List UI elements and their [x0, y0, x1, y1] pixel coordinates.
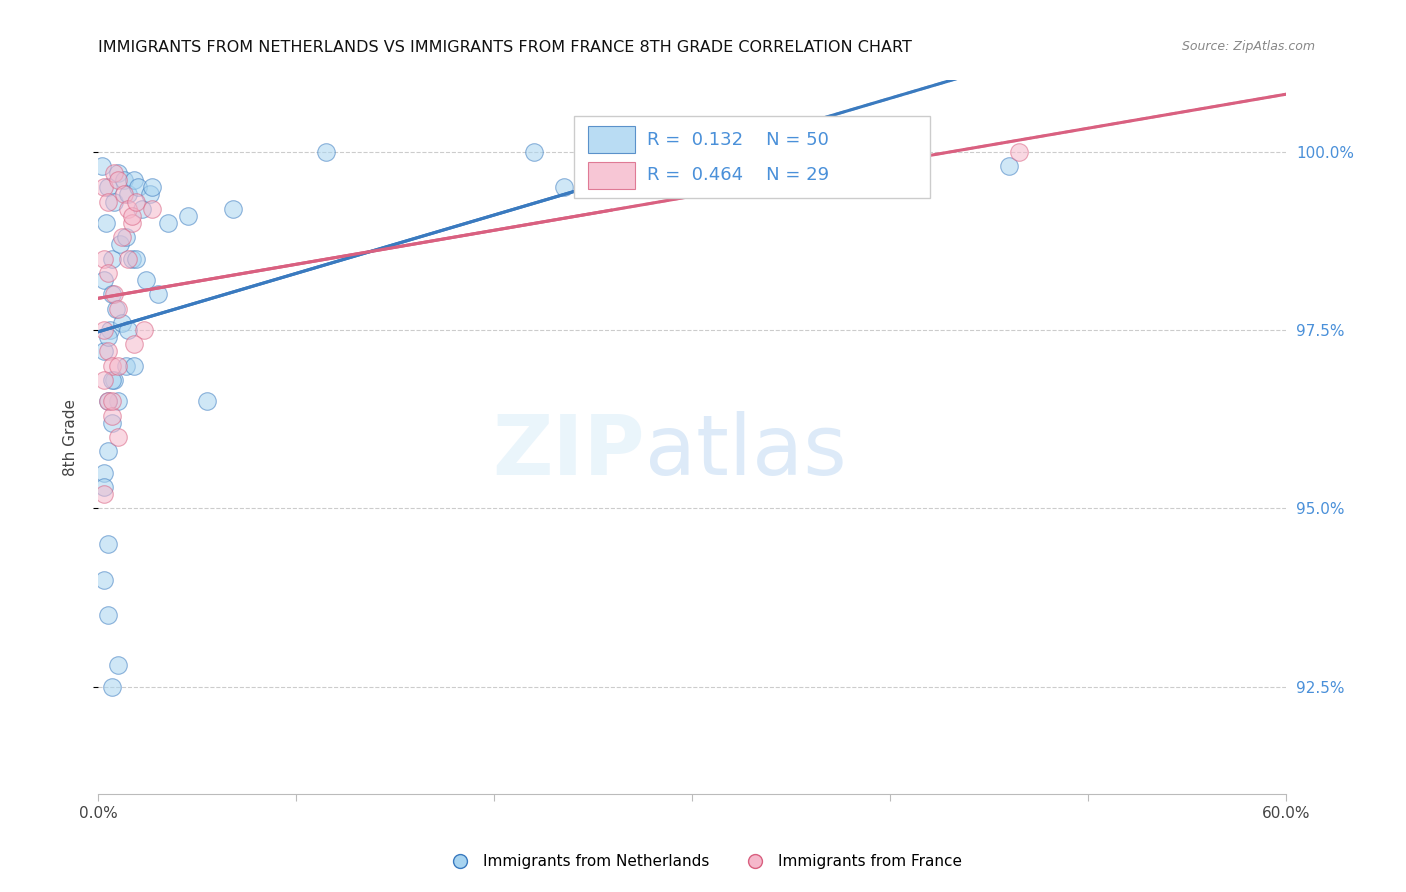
Point	[107, 166, 129, 180]
Text: ZIP: ZIP	[492, 411, 645, 491]
FancyBboxPatch shape	[588, 161, 636, 189]
Point	[101, 359, 124, 373]
Point	[107, 430, 129, 444]
Point	[122, 359, 145, 373]
Point	[107, 359, 129, 373]
Point	[107, 658, 129, 673]
Point	[93, 480, 115, 494]
Point	[135, 273, 157, 287]
Point	[107, 394, 129, 409]
Point	[93, 373, 115, 387]
Point	[93, 344, 115, 359]
Point	[97, 344, 120, 359]
Point	[97, 608, 120, 623]
Legend: Immigrants from Netherlands, Immigrants from France: Immigrants from Netherlands, Immigrants …	[439, 848, 967, 875]
Point	[523, 145, 546, 159]
Point	[117, 187, 139, 202]
Point	[93, 573, 115, 587]
Point	[103, 194, 125, 209]
Point	[156, 216, 179, 230]
Point	[97, 266, 120, 280]
Point	[122, 337, 145, 351]
Point	[107, 301, 129, 316]
Point	[93, 323, 115, 337]
Point	[101, 287, 124, 301]
Point	[141, 180, 163, 194]
Point	[103, 287, 125, 301]
Point	[108, 237, 131, 252]
Text: R =  0.132    N = 50: R = 0.132 N = 50	[647, 130, 830, 148]
Point	[96, 216, 118, 230]
Point	[97, 330, 120, 344]
Point	[101, 394, 124, 409]
Point	[139, 187, 162, 202]
Point	[103, 373, 125, 387]
Point	[111, 316, 134, 330]
Point	[101, 680, 124, 694]
Point	[553, 180, 575, 194]
Point	[93, 273, 115, 287]
Point	[121, 216, 143, 230]
Point	[97, 394, 120, 409]
Point	[141, 202, 163, 216]
Point	[97, 194, 120, 209]
FancyBboxPatch shape	[574, 116, 931, 198]
Text: atlas: atlas	[645, 411, 846, 491]
Point	[117, 202, 139, 216]
Point	[101, 373, 124, 387]
Point	[131, 202, 153, 216]
Point	[132, 323, 155, 337]
Point	[101, 409, 124, 423]
Point	[93, 466, 115, 480]
Point	[115, 230, 138, 244]
Point	[97, 444, 120, 458]
Point	[101, 252, 124, 266]
Point	[97, 537, 120, 551]
Point	[117, 252, 139, 266]
Point	[111, 230, 134, 244]
Point	[222, 202, 245, 216]
Point	[146, 287, 169, 301]
Point	[127, 180, 149, 194]
Point	[195, 394, 218, 409]
Point	[93, 180, 115, 194]
Point	[112, 173, 135, 187]
Point	[115, 359, 138, 373]
Point	[125, 252, 148, 266]
Point	[998, 159, 1021, 173]
Text: Source: ZipAtlas.com: Source: ZipAtlas.com	[1181, 40, 1315, 54]
FancyBboxPatch shape	[588, 126, 636, 153]
Point	[93, 487, 115, 501]
Point	[97, 394, 120, 409]
Point	[91, 159, 114, 173]
Point	[98, 323, 121, 337]
Point	[105, 301, 128, 316]
Point	[97, 180, 120, 194]
Point	[122, 173, 145, 187]
Point	[1008, 145, 1031, 159]
Point	[121, 209, 143, 223]
Y-axis label: 8th Grade: 8th Grade	[63, 399, 77, 475]
Text: R =  0.464    N = 29: R = 0.464 N = 29	[647, 166, 830, 184]
Text: IMMIGRANTS FROM NETHERLANDS VS IMMIGRANTS FROM FRANCE 8TH GRADE CORRELATION CHAR: IMMIGRANTS FROM NETHERLANDS VS IMMIGRANT…	[98, 40, 912, 55]
Point	[125, 194, 148, 209]
Point	[107, 173, 129, 187]
Point	[117, 323, 139, 337]
Point	[101, 416, 124, 430]
Point	[93, 252, 115, 266]
Point	[176, 209, 198, 223]
Point	[112, 187, 135, 202]
Point	[121, 252, 143, 266]
Point	[103, 166, 125, 180]
Point	[315, 145, 337, 159]
